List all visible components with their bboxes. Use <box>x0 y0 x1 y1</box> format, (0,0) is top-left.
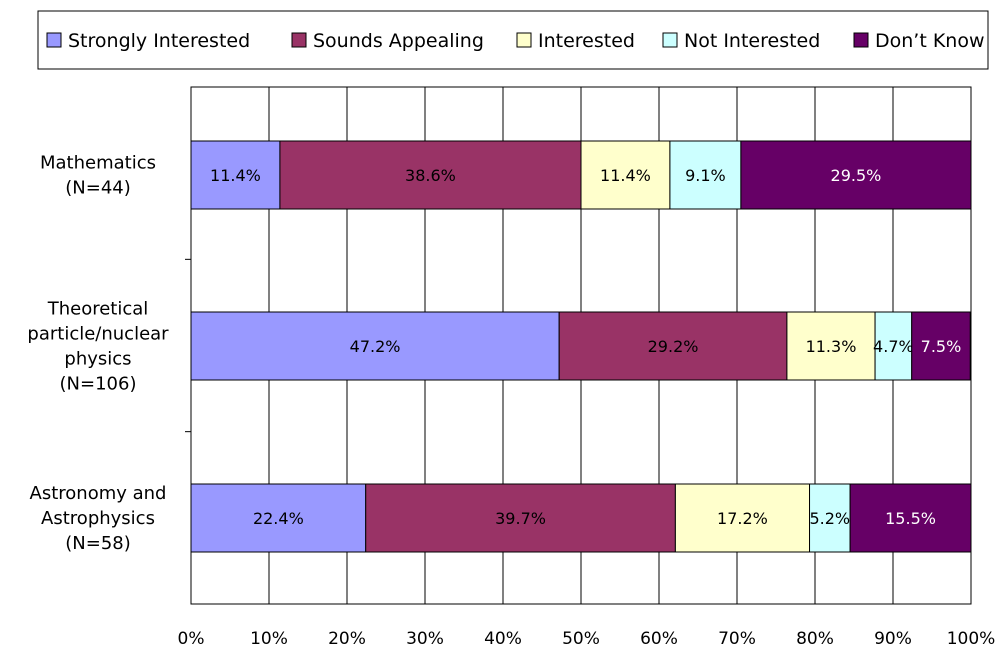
bar-segment <box>558 311 788 381</box>
data-label: 38.6% <box>405 166 456 185</box>
bar-segment <box>809 483 851 553</box>
bar-segment <box>669 140 742 210</box>
x-tick-label: 10% <box>250 629 288 649</box>
data-label: 4.7% <box>873 337 914 356</box>
data-label: 11.3% <box>806 337 857 356</box>
x-tick-label: 80% <box>796 629 834 649</box>
data-label: 39.7% <box>495 509 546 528</box>
legend-entry: Sounds Appealing <box>313 30 484 52</box>
legend-box <box>37 10 989 70</box>
x-tick-label: 40% <box>484 629 522 649</box>
x-tick-label: 60% <box>640 629 678 649</box>
data-label: 47.2% <box>350 337 401 356</box>
bar-segment <box>190 483 367 553</box>
data-label: 9.1% <box>685 166 726 185</box>
legend-swatch <box>662 32 678 48</box>
x-axis-tick-labels: 0% 10% 20% 30% 40% 50% 60% 70% 80% 90% 100% <box>178 629 996 649</box>
data-label: 15.5% <box>885 509 936 528</box>
category-label: Theoretical particle/nuclear physics (N=106… <box>27 299 169 395</box>
bar-segment <box>190 311 560 381</box>
bar-segment <box>674 483 811 553</box>
data-label: 7.5% <box>921 337 962 356</box>
x-tick-label: 20% <box>328 629 366 649</box>
bar-segment <box>740 140 972 210</box>
legend-entry: Interested <box>538 30 635 52</box>
data-label: 5.2% <box>809 509 850 528</box>
data-label: 11.4% <box>210 166 261 185</box>
legend-swatch <box>46 32 62 48</box>
x-tick-label: 90% <box>874 629 912 649</box>
x-tick-label: 0% <box>178 629 205 649</box>
category-label: Astronomy and Astrophysics (N=58) <box>30 483 167 554</box>
legend-swatch <box>291 32 307 48</box>
bars: 11.4% 38.6% 11.4% 9.1% 29.5% 47.2% 29.2% 11.3% 4… <box>190 140 972 553</box>
bar-segment <box>365 483 676 553</box>
legend-swatch <box>853 32 869 48</box>
bar-segment <box>911 311 971 381</box>
legend-swatch <box>516 32 532 48</box>
data-label: 11.4% <box>600 166 651 185</box>
category-labels: Mathematics (N=44) Theoretical particle/nuc… <box>27 153 169 555</box>
legend-entry: Not Interested <box>684 30 820 52</box>
bar-segment <box>874 311 913 381</box>
bar-segment <box>849 483 972 553</box>
category-label: Mathematics (N=44) <box>40 153 156 199</box>
x-tick-label: 70% <box>718 629 756 649</box>
data-label: 17.2% <box>717 509 768 528</box>
legend: Strongly Interested Sounds Appealing Inter… <box>37 10 989 70</box>
data-label: 29.2% <box>648 337 699 356</box>
data-label: 29.5% <box>831 166 882 185</box>
legend-entry: Strongly Interested <box>68 30 250 52</box>
data-label: 22.4% <box>253 509 304 528</box>
x-tick-label: 50% <box>562 629 600 649</box>
x-tick-label: 100% <box>947 629 996 649</box>
legend-entry: Don’t Know <box>875 30 985 52</box>
x-tick-label: 30% <box>406 629 444 649</box>
